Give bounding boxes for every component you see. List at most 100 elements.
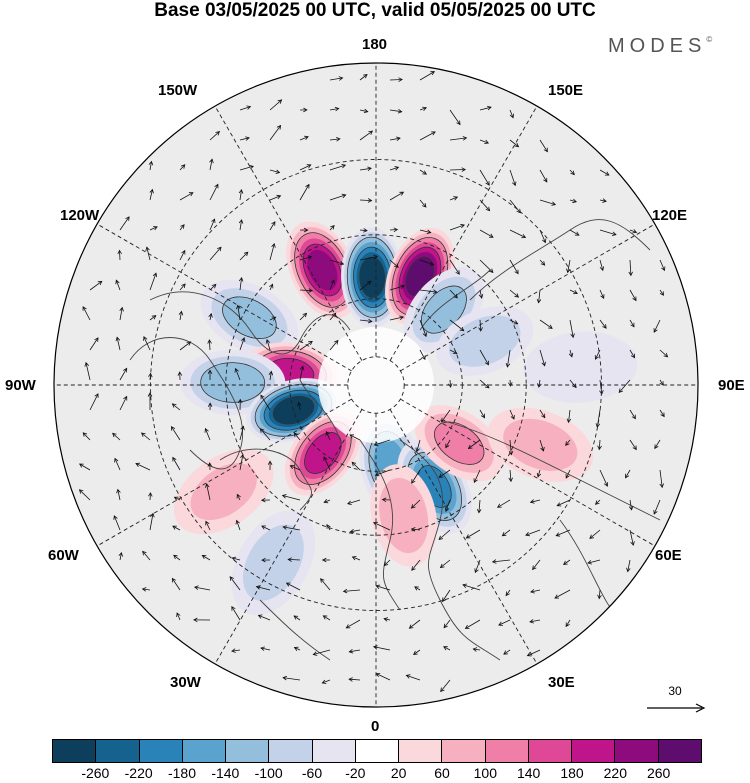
wind-arrow — [209, 183, 219, 201]
lon-label-0: 0 — [371, 718, 380, 735]
wind-arrow — [207, 339, 212, 351]
colorbar-swatch — [658, 740, 701, 762]
wind-arrow — [628, 499, 634, 511]
coastline — [469, 219, 651, 301]
colorbar-swatch — [96, 740, 140, 762]
wind-arrow — [119, 395, 128, 411]
wind-arrow — [299, 255, 313, 261]
wind-arrow — [135, 462, 151, 471]
wind-arrow — [653, 319, 661, 333]
wind-arrow — [539, 349, 546, 367]
wind-arrow — [389, 166, 400, 171]
wind-arrow — [260, 394, 271, 411]
wind-arrow — [599, 289, 605, 299]
wind-arrow — [329, 279, 335, 291]
wind-arrow — [405, 674, 421, 681]
wind-arrow — [359, 228, 368, 233]
wind-arrow — [467, 439, 481, 449]
wind-arrow — [479, 229, 494, 238]
wind-arrow — [441, 409, 451, 423]
colorbar-tick-label: 60 — [434, 765, 450, 781]
colorbar-tick-label: 140 — [516, 765, 541, 781]
wind-arrow — [449, 259, 460, 275]
wind-arrow — [479, 169, 490, 186]
wind-arrow — [236, 304, 241, 321]
wind-arrow — [235, 519, 241, 531]
wind-arrow — [238, 276, 244, 291]
wind-arrow — [119, 367, 128, 381]
wind-arrow — [539, 199, 557, 206]
wind-arrow — [299, 227, 309, 233]
wind-arrow — [269, 169, 281, 174]
wind-arrow — [654, 439, 661, 450]
colorbar-swatch — [312, 740, 356, 762]
wind-arrow — [539, 319, 553, 329]
wind-arrow — [209, 158, 214, 171]
wind-arrow — [149, 272, 158, 291]
wind-arrow — [231, 605, 241, 621]
wind-arrow — [381, 497, 391, 503]
wind-arrow — [479, 139, 490, 144]
wind-arrow — [116, 488, 121, 501]
wind-arrow — [149, 226, 158, 231]
colorbar-swatch — [528, 740, 573, 762]
wind-arrow — [530, 589, 541, 594]
wind-arrow — [566, 259, 571, 274]
wind-arrow — [329, 76, 344, 81]
wind-arrow — [509, 229, 527, 239]
wind-arrow — [281, 494, 301, 501]
wind-arrow — [491, 559, 511, 564]
wind-arrow — [555, 529, 571, 537]
reference-vector-label: 30 — [668, 684, 682, 698]
wind-arrow — [260, 646, 271, 651]
colorbar-tick-label: -220 — [124, 765, 153, 781]
colorbar-swatch — [399, 740, 443, 762]
wind-arrow — [285, 582, 301, 591]
wind-arrow — [419, 229, 432, 234]
wind-arrow — [443, 646, 451, 651]
colorbar-swatch — [485, 740, 529, 762]
wind-arrow — [659, 289, 664, 296]
wind-arrow — [201, 554, 211, 561]
wind-arrow — [351, 461, 361, 471]
wind-arrow — [238, 188, 244, 201]
wind-arrow — [599, 319, 607, 329]
wind-arrow — [351, 556, 361, 561]
wind-arrow — [342, 588, 361, 594]
wind-arrow — [587, 559, 601, 565]
wind-arrow — [149, 512, 155, 531]
wind-arrow — [389, 77, 403, 82]
wind-arrow — [89, 337, 99, 351]
wind-arrow — [474, 559, 481, 574]
wind-arrow — [171, 577, 181, 591]
wind-arrow — [209, 218, 216, 231]
lon-label-30e: 30E — [548, 674, 575, 691]
wind-arrow — [89, 280, 103, 291]
wind-arrow — [478, 289, 484, 299]
wind-arrow — [383, 559, 391, 567]
wind-arrow — [539, 169, 548, 183]
wind-arrow — [389, 136, 401, 142]
wind-arrow — [299, 312, 308, 321]
wind-arrow — [626, 559, 631, 573]
wind-arrow — [410, 499, 421, 509]
brand-name: MODES — [608, 35, 707, 57]
wind-arrow — [476, 499, 482, 514]
wind-arrow — [267, 460, 273, 471]
wind-arrow — [419, 71, 436, 81]
wind-arrow — [629, 439, 637, 451]
wind-arrow — [509, 409, 515, 420]
copyright-mark: © — [706, 35, 713, 44]
wind-arrow — [141, 587, 151, 592]
colorbar-tick-label: 100 — [473, 765, 498, 781]
anomaly-contour — [307, 249, 338, 291]
wind-arrow — [261, 557, 271, 563]
wind-arrow — [349, 434, 361, 441]
wind-arrow — [628, 259, 633, 277]
lat-lon-grid — [54, 63, 698, 707]
wind-arrow — [299, 135, 309, 141]
wind-arrow — [594, 499, 601, 505]
wind-arrow — [373, 521, 391, 531]
wind-arrow — [629, 349, 636, 359]
arrow-right-icon — [647, 703, 706, 713]
